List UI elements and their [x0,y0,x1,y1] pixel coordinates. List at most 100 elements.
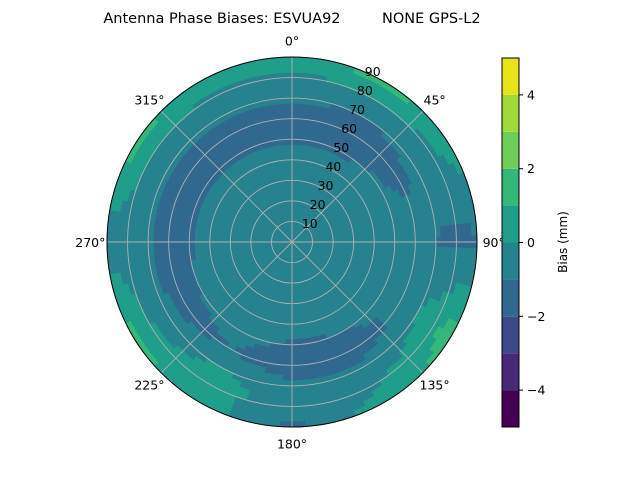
contour-cell [240,243,247,248]
contour-cell [291,374,302,382]
contour-cell [209,233,216,240]
colorbar-tick-label: 2 [527,161,535,176]
contour-cell [280,390,293,397]
contour-cell [419,227,426,238]
contour-cell [283,354,293,361]
theta-tick-labels: 0° 45° 90° 135° 180° 225° 270° 315° [75,33,504,451]
contour-cell [291,380,303,387]
contour-cell [383,231,390,240]
contour-cell [291,287,296,294]
contour-cell [358,244,365,250]
contour-cell [419,246,426,257]
colorbar-band [502,353,519,391]
contour-cell [291,369,302,376]
colorbar-band [502,316,519,354]
contour-cell [291,66,305,74]
contour-cell [278,56,293,63]
contour-cell [291,313,298,320]
contour-cell [291,113,302,120]
contour-cell [291,128,301,135]
colorbar-band [502,390,519,427]
contour-cell [283,128,293,135]
contour-cell [158,246,165,257]
contour-cell [284,133,293,140]
contour-cell [204,244,211,252]
contour-cell [291,138,300,145]
colorbar-label: Bias (mm) [556,211,570,273]
theta-tick-label: 0° [285,33,299,48]
contour-cell [279,61,293,69]
contour-cell [285,323,293,330]
contour-cell [173,245,180,255]
contour-cell [291,359,301,366]
contour-cell [173,229,180,239]
contour-cell [280,395,293,402]
contour-cell [287,303,293,310]
contour-cell [283,359,293,366]
contour-cell [291,364,302,371]
contour-cell [363,244,370,251]
r-tick-label: 60 [341,121,357,136]
contour-cell [291,159,299,166]
contour-cell [214,233,221,240]
contour-cell [281,385,293,392]
contour-cell [178,229,185,239]
contour-cell [285,318,293,325]
contour-cell [282,364,293,371]
contour-cell [373,244,380,252]
contour-cell [291,344,300,351]
contour-cell [224,243,231,250]
contour-cell [291,154,299,161]
contour-cell [291,97,303,104]
colorbar-tick-label: −2 [527,309,545,324]
contour-cell [281,169,288,177]
contour-cell [291,395,304,402]
theta-gridline [291,110,424,243]
colorbar-band [502,131,519,169]
contour-cell [286,308,293,315]
contour-cell [291,108,302,115]
contour-cell [291,56,306,63]
contour-cell [284,339,293,346]
contour-cell [204,232,211,240]
colorbar-band [502,242,519,280]
contour-cell [288,195,293,202]
contour-cell [284,333,293,340]
theta-tick-label: 315° [134,92,164,107]
contour-cell [295,297,301,304]
contour-cell [291,61,305,69]
contour-cell [282,108,293,115]
contour-cell [291,323,299,330]
contour-cell [291,174,297,181]
contour-cell [291,144,300,151]
contour-cell [337,236,344,241]
contour-cell [291,318,299,325]
theta-gridline [291,241,424,374]
contour-cell [291,164,298,171]
contour-cell [287,174,293,181]
contour-cell [291,415,305,423]
r-tick-label: 80 [357,83,373,98]
contour-cell [291,421,306,428]
contour-cell [296,312,304,320]
polar-frame [106,56,478,428]
contour-cell [327,237,334,242]
contour-cell [230,243,237,249]
contour-cell [291,298,297,304]
contour-cell [194,231,201,240]
contour-cell [283,180,289,187]
contour-cell [363,233,370,240]
r-tick-label: 30 [318,178,334,193]
contour-cell [291,77,304,84]
contour-cell [282,374,293,382]
contour-cell [291,180,297,186]
contour-cell [286,313,293,320]
contour-cell [291,349,301,356]
contour-cell [296,307,303,315]
contour-cell [279,415,293,423]
contour-cell [291,282,296,289]
colorbar-tick-label: 0 [527,235,535,250]
contour-cell [291,390,304,397]
contour-cell [199,244,206,252]
contour-cell [280,77,293,84]
